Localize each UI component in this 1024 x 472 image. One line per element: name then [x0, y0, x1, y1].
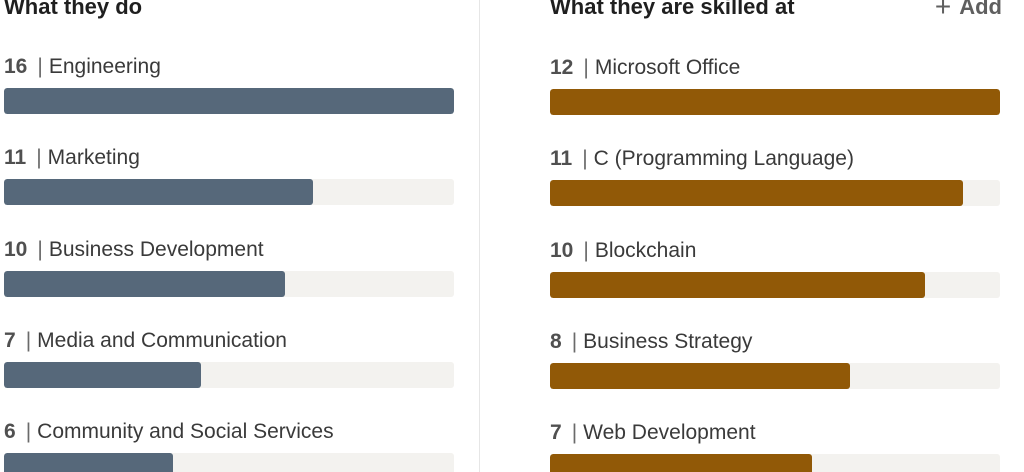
function-row-4[interactable]: 6 | Community and Social Services	[4, 420, 454, 472]
function-count: 10	[4, 238, 28, 261]
skill-row-label: 12 | Microsoft Office	[550, 56, 740, 80]
skill-row-label: 7 | Web Development	[550, 421, 756, 445]
plus-icon: +	[934, 0, 952, 22]
function-name: Community and Social Services	[37, 420, 334, 443]
separator: |	[571, 330, 578, 353]
add-skill-button[interactable]: + Add	[934, 0, 1002, 22]
what-they-do-title: What they do	[4, 0, 143, 19]
function-count: 7	[4, 329, 16, 352]
function-count: 11	[4, 146, 27, 169]
function-name: Marketing	[47, 146, 140, 169]
panel-divider	[479, 0, 480, 472]
skill-bar-fill	[550, 363, 850, 389]
function-row-1[interactable]: 11 | Marketing	[4, 146, 454, 206]
skill-name: C (Programming Language)	[593, 147, 854, 170]
function-name: Business Development	[48, 238, 264, 261]
skill-name: Microsoft Office	[594, 56, 741, 79]
function-name: Media and Communication	[37, 329, 287, 352]
function-bar-fill	[4, 362, 201, 388]
skill-row-0[interactable]: 12 | Microsoft Office	[550, 56, 1000, 116]
separator: |	[583, 239, 589, 262]
skill-bar-fill	[550, 180, 963, 206]
function-count: 6	[4, 420, 16, 443]
function-row-label: 16 | Engineering	[4, 55, 161, 79]
function-bar-fill	[4, 179, 314, 205]
function-bar-track	[4, 271, 454, 297]
skill-row-label: 8 | Business Strategy	[550, 330, 752, 354]
skill-bar-track	[550, 454, 1000, 472]
function-name: Engineering	[48, 55, 161, 78]
skill-bar-fill	[550, 272, 925, 298]
skill-name: Blockchain	[594, 239, 697, 262]
function-row-3[interactable]: 7 | Media and Communication	[4, 329, 454, 389]
function-bar-fill	[4, 453, 173, 472]
function-row-0[interactable]: 16 | Engineering	[4, 55, 454, 115]
function-bar-fill	[4, 271, 286, 297]
skill-row-1[interactable]: 11 | C (Programming Language)	[550, 147, 1000, 207]
what-they-do-panel: What they do 16 | Engineering 11 | Marketing…	[4, 0, 456, 472]
skill-bar-track	[550, 180, 1000, 206]
function-bar-track	[4, 453, 454, 472]
function-bar-track	[4, 179, 454, 205]
function-row-label: 10 | Business Development	[4, 238, 264, 262]
skill-row-4[interactable]: 7 | Web Development	[550, 421, 1000, 472]
skill-row-label: 10 | Blockchain	[550, 239, 696, 263]
skill-bar-track	[550, 363, 1000, 389]
skill-bar-fill	[550, 89, 1000, 115]
separator: |	[36, 146, 42, 169]
add-button-label: Add	[959, 0, 1002, 19]
separator: |	[583, 56, 589, 79]
separator: |	[582, 147, 588, 170]
skill-row-label: 11 | C (Programming Language)	[550, 147, 854, 171]
function-row-label: 7 | Media and Communication	[4, 329, 287, 353]
function-row-label: 6 | Community and Social Services	[4, 420, 334, 444]
separator: |	[25, 420, 32, 443]
function-count: 16	[4, 55, 28, 78]
separator: |	[37, 238, 43, 261]
skill-name: Web Development	[583, 421, 756, 444]
skill-bar-track	[550, 89, 1000, 115]
function-bar-fill	[4, 88, 454, 114]
function-bar-track	[4, 362, 454, 388]
skill-count: 10	[550, 239, 574, 262]
skill-count: 12	[550, 56, 574, 79]
function-row-2[interactable]: 10 | Business Development	[4, 238, 454, 298]
separator: |	[25, 329, 32, 352]
skill-count: 11	[550, 147, 573, 170]
skill-name: Business Strategy	[583, 330, 753, 353]
skill-count: 7	[550, 421, 562, 444]
skills-title: What they are skilled at	[550, 0, 795, 19]
skill-bar-track	[550, 272, 1000, 298]
skill-row-3[interactable]: 8 | Business Strategy	[550, 330, 1000, 390]
skill-bar-fill	[550, 454, 813, 472]
separator: |	[37, 55, 43, 78]
skill-row-2[interactable]: 10 | Blockchain	[550, 239, 1000, 299]
skill-count: 8	[550, 330, 562, 353]
function-bar-track	[4, 88, 454, 114]
function-row-label: 11 | Marketing	[4, 146, 140, 170]
separator: |	[571, 421, 578, 444]
skills-panel: What they are skilled at + Add 12 | Micros…	[550, 0, 1002, 472]
